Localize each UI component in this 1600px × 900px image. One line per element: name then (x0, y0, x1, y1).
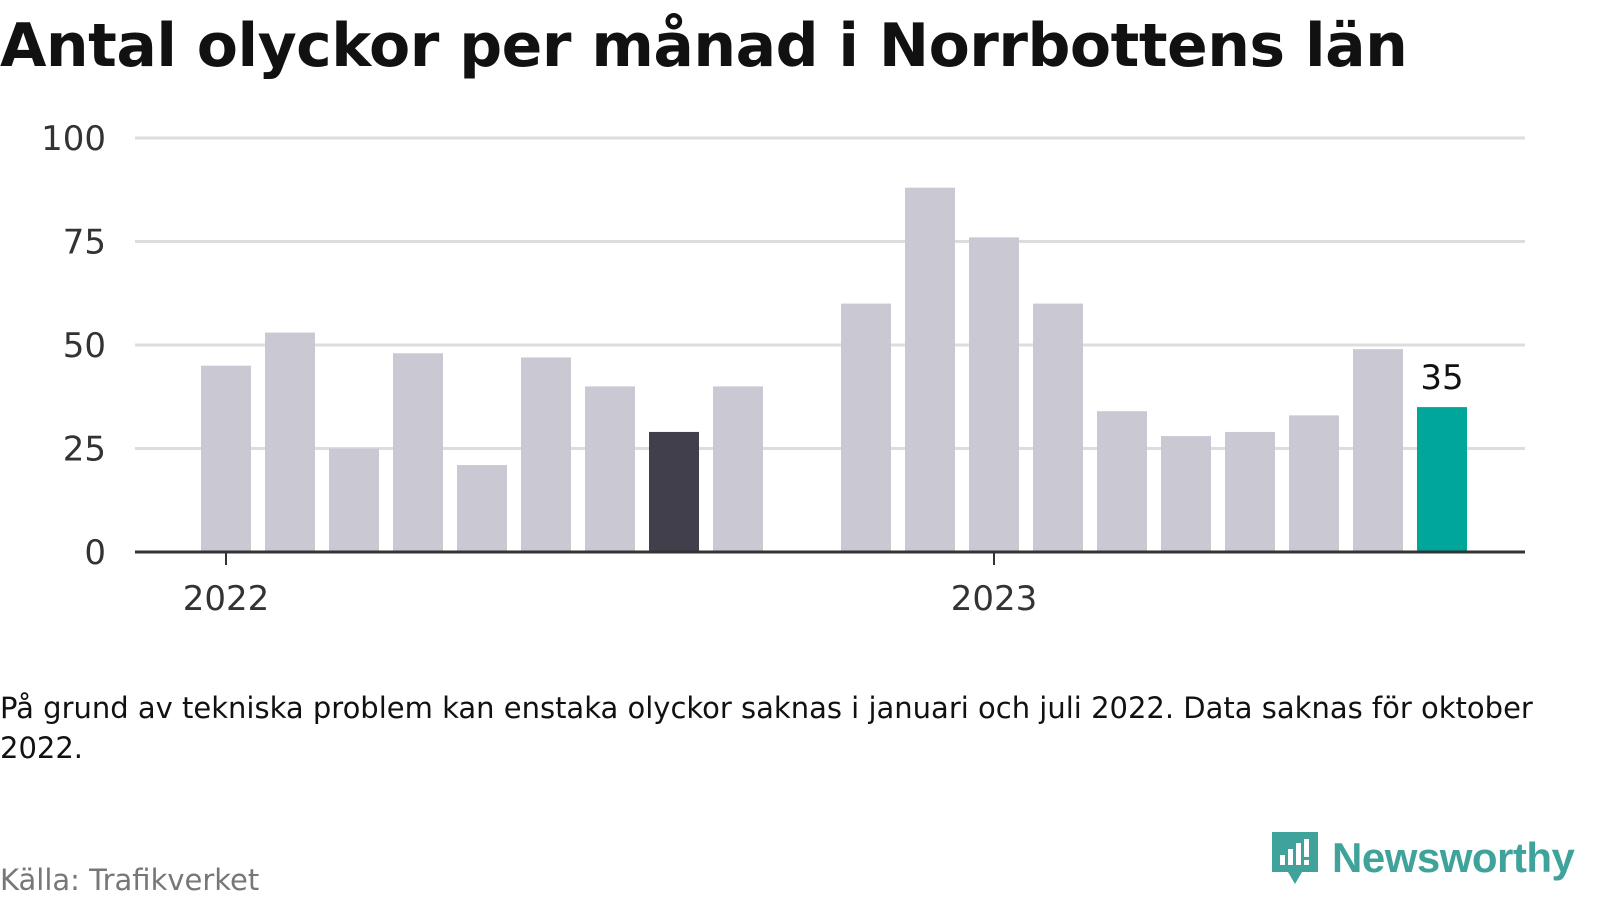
y-tick-label: 25 (63, 430, 106, 470)
y-tick-label: 75 (63, 223, 106, 263)
bar-2023-08 (1417, 407, 1467, 552)
source-credit: Källa: Trafikverket (0, 863, 260, 897)
bar-2023-07 (1353, 349, 1403, 552)
chart-note: På grund av tekniska problem kan enstaka… (0, 691, 1533, 765)
bar-2022-06 (521, 357, 571, 552)
brand-name: Newsworthy (1332, 834, 1575, 881)
bar-2022-05 (457, 465, 507, 552)
y-tick-label: 100 (41, 119, 106, 159)
bar-2022-01 (201, 365, 251, 552)
data-label: 35 (1420, 358, 1463, 398)
y-tick-label: 50 (63, 326, 106, 366)
bar-2022-03 (329, 448, 379, 552)
bar-2023-01 (969, 237, 1019, 553)
bar-2023-06 (1289, 415, 1339, 552)
y-tick-label: 0 (84, 533, 106, 573)
bar-2023-04 (1161, 436, 1211, 552)
bar-2022-02 (265, 332, 315, 552)
x-tick-label: 2023 (951, 579, 1038, 619)
bar-2023-05 (1225, 431, 1275, 552)
bar-2022-11 (841, 303, 891, 552)
bar-chart: 0 25 50 75 100 35 2022 2023 (41, 119, 1525, 619)
newsworthy-logo-icon (1272, 832, 1318, 884)
bar-2022-12 (905, 187, 955, 552)
bar-2022-04 (393, 353, 443, 552)
bar-2022-07 (585, 386, 635, 552)
newsworthy-logo: Newsworthy (1268, 828, 1575, 888)
bar-2023-03 (1097, 411, 1147, 552)
bar-2022-08 (649, 431, 699, 552)
bar-2022-09 (713, 386, 763, 552)
bar-2023-02 (1033, 303, 1083, 552)
x-tick-label: 2022 (183, 579, 270, 619)
chart-title: Antal olyckor per månad i Norrbottens lä… (0, 11, 1408, 81)
